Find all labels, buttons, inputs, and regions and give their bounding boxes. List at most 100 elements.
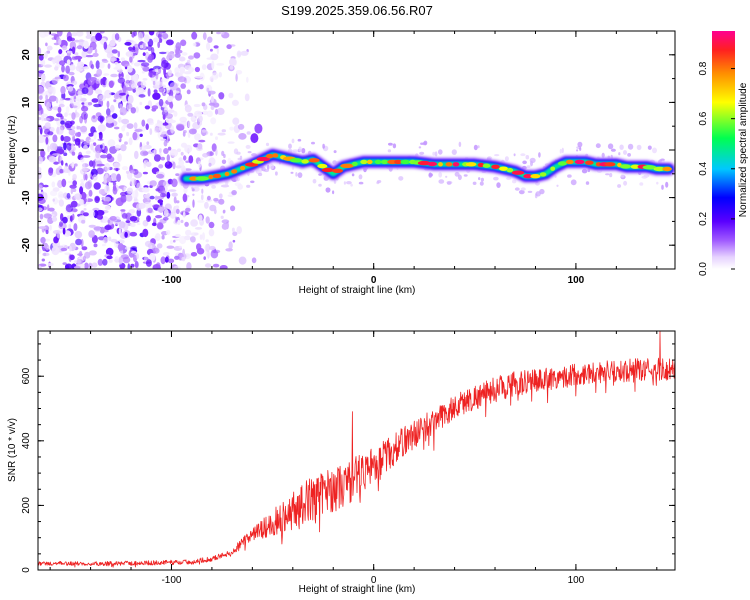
ridge-peak xyxy=(511,170,525,175)
noise-cell xyxy=(62,216,68,224)
ridge-peak xyxy=(574,159,585,165)
noise-cell xyxy=(38,265,42,269)
ridge-halo-cell xyxy=(576,149,579,152)
noise-cell xyxy=(103,73,110,76)
noise-cell xyxy=(208,245,216,251)
noise-cell xyxy=(179,116,187,123)
noise-cell xyxy=(158,164,164,169)
noise-cell xyxy=(166,161,170,165)
ridge-peak xyxy=(400,159,411,165)
ridge-halo-cell xyxy=(269,163,275,170)
ridge-halo-cell xyxy=(619,144,624,150)
noise-cell xyxy=(197,160,202,169)
noise-cell xyxy=(199,234,203,240)
ridge-peak xyxy=(360,159,368,165)
noise-cell xyxy=(155,188,161,192)
noise-cell xyxy=(52,153,61,156)
noise-cell xyxy=(185,160,190,163)
noise-cell xyxy=(208,228,215,237)
noise-cell xyxy=(227,194,234,197)
noise-cell xyxy=(38,116,42,121)
ridge-halo-cell xyxy=(567,174,572,178)
noise-cell xyxy=(42,252,50,257)
noise-cell xyxy=(119,107,127,116)
noise-cell xyxy=(48,156,57,163)
tick-label: 0 xyxy=(371,275,377,286)
noise-cell xyxy=(144,36,149,40)
noise-cell xyxy=(234,182,242,187)
ridge-halo-cell xyxy=(418,146,422,149)
noise-cell xyxy=(226,44,232,50)
ridge-peak xyxy=(642,165,657,170)
noise-cell xyxy=(217,132,226,136)
noise-cell xyxy=(110,104,115,113)
ridge-halo-cell xyxy=(438,172,443,178)
noise-cell xyxy=(64,165,68,174)
noise-cell xyxy=(120,144,127,152)
noise-cell xyxy=(81,87,89,95)
noise-cell xyxy=(68,129,76,136)
noise-cell xyxy=(166,154,170,162)
noise-cell xyxy=(209,48,213,52)
ridge-halo-cell xyxy=(520,153,526,157)
tick-label: 0 xyxy=(371,575,377,586)
noise-cell xyxy=(80,168,87,175)
noise-cell xyxy=(174,90,180,94)
noise-cell xyxy=(238,133,247,140)
noise-cell xyxy=(47,131,54,136)
noise-cell xyxy=(204,243,210,252)
noise-cell xyxy=(38,95,43,100)
noise-cell xyxy=(74,230,83,239)
tick-label: -100 xyxy=(161,275,181,286)
noise-cell xyxy=(137,222,141,226)
noise-cell xyxy=(71,46,76,55)
ridge-halo-cell xyxy=(472,181,477,185)
ridge-halo-cell xyxy=(585,181,590,185)
noise-cell xyxy=(57,233,60,239)
noise-cell xyxy=(212,263,220,268)
ridge-halo-cell xyxy=(218,193,223,199)
ridge-halo-cell xyxy=(419,151,425,155)
ridge-halo-cell xyxy=(438,179,445,184)
noise-cell xyxy=(162,114,166,120)
noise-cell xyxy=(155,215,163,219)
noise-cell xyxy=(112,162,120,168)
noise-cell xyxy=(95,79,100,84)
noise-cell xyxy=(51,33,57,36)
noise-cell xyxy=(184,168,192,171)
noise-cell xyxy=(46,45,53,51)
ridge-halo-cell xyxy=(520,187,526,191)
noise-cell xyxy=(139,146,147,151)
noise-cell xyxy=(210,78,214,83)
noise-cell xyxy=(80,179,85,183)
noise-cell xyxy=(152,247,160,254)
noise-cell xyxy=(161,33,169,39)
noise-cell xyxy=(109,39,116,47)
noise-cell xyxy=(77,131,81,137)
noise-cell xyxy=(184,221,189,227)
noise-cell xyxy=(157,199,164,204)
noise-cell xyxy=(177,219,181,225)
ridge-peak xyxy=(351,161,358,167)
noise-cell xyxy=(104,225,112,231)
noise-cell xyxy=(38,207,43,212)
noise-cell xyxy=(196,243,202,251)
noise-cell xyxy=(92,174,98,181)
noise-cell xyxy=(79,186,84,195)
noise-cell xyxy=(88,132,94,137)
noise-cell xyxy=(103,196,112,202)
noise-cell xyxy=(69,64,76,71)
noise-cell xyxy=(164,256,169,263)
noise-cell xyxy=(130,246,137,250)
noise-cell xyxy=(134,150,139,160)
noise-cell xyxy=(38,226,47,230)
noise-cell xyxy=(117,153,122,163)
noise-cell xyxy=(90,64,95,70)
noise-cell xyxy=(92,142,97,147)
ridge-halo-cell xyxy=(422,141,427,146)
noise-cell xyxy=(95,150,100,159)
noise-cell xyxy=(251,257,257,264)
noise-cell xyxy=(69,254,75,261)
noise-cell xyxy=(117,50,121,58)
noise-cell xyxy=(172,265,182,269)
